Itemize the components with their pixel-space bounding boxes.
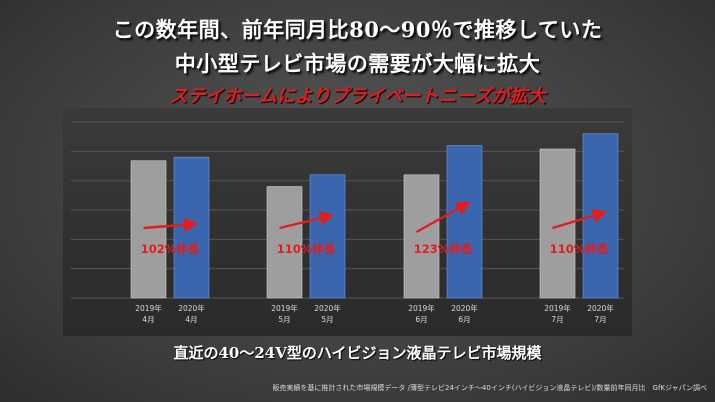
source-note: 販売実績を基に推計された市場規模データ /薄型テレビ24インチ～40インチ(ハイ… [272,384,707,392]
x-tick-month: 5月 [321,315,333,324]
subheadline: ステイホームによりプライベートニーズが拡大 [169,86,546,107]
growth-label: 102%伸長 [141,242,200,256]
chart-panel: 2019年 4月 2020年 4月 102%伸長 2019年 5月 2020年 5月 110%伸長… [63,108,632,336]
x-tick-year: 2019年 [544,303,571,313]
x-tick-month: 4月 [142,315,154,324]
bar-2020-1 [173,156,210,299]
bar-2020-4 [582,133,619,299]
bar-2020-2 [309,174,346,299]
x-tick-month: 7月 [594,315,606,324]
x-tick-month: 6月 [415,315,427,324]
x-tick-month: 5月 [278,315,290,324]
bar-2019-1 [130,160,167,299]
x-tick-year: 2019年 [135,303,162,313]
x-tick-year: 2020年 [587,303,614,313]
x-tick-year: 2020年 [451,303,478,313]
bar-2019-2 [266,186,303,299]
x-tick-month: 4月 [185,315,197,324]
growth-arrow [552,208,608,230]
growth-label: 123%伸長 [414,242,473,256]
headline-line-1: この数年間、前年同月比80～90％で推移していた [112,17,603,42]
growth-arrow [143,217,199,232]
x-tick-month: 6月 [458,315,470,324]
x-tick-year: 2020年 [178,303,205,313]
x-tick-year: 2020年 [314,303,341,313]
x-tick-year: 2019年 [408,303,435,313]
growth-arrow [279,211,335,230]
bar-2020-3 [446,145,483,299]
bar-2019-3 [403,174,440,299]
x-tick-month: 7月 [551,315,563,324]
headline-line-2: 中小型テレビ市場の需要が大幅に拡大 [174,51,541,76]
x-tick-year: 2019年 [271,303,298,313]
chart-caption: 直近の40～24V型のハイビジョン液晶テレビ市場規模 [173,344,542,362]
growth-label: 110%伸長 [277,242,336,256]
growth-label: 110%伸長 [550,242,609,256]
bar-chart: 2019年 4月 2020年 4月 102%伸長 2019年 5月 2020年 5月 110%伸長… [71,121,624,324]
growth-arrow [415,201,471,234]
